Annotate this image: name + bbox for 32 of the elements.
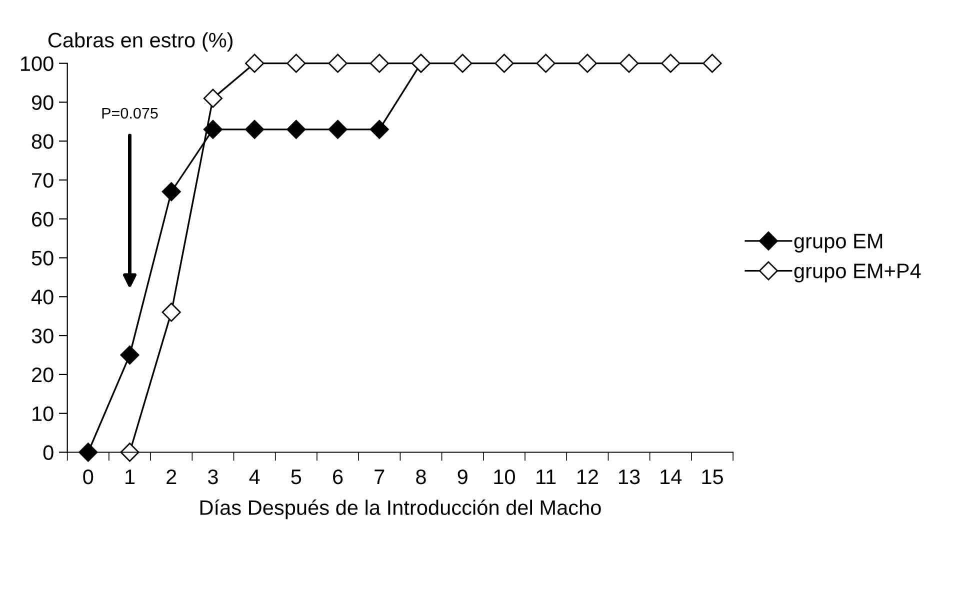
y-axis-title: Cabras en estro (%)	[48, 32, 232, 52]
y-tick-label: 70	[32, 172, 54, 188]
x-tick-label: 1	[126, 470, 135, 484]
x-tick-label: 14	[660, 470, 682, 484]
y-tick-label: 30	[32, 328, 54, 344]
y-tick-label: 40	[31, 290, 54, 304]
y-tick-label: 90	[32, 95, 54, 110]
annotation: P=0.075	[102, 108, 158, 119]
x-tick-label: 0	[83, 469, 94, 484]
x-tick-label: 4	[249, 470, 260, 484]
legend-label: grupo EM	[794, 234, 882, 253]
x-axis-title: Días Después de la Introducción del Macho	[200, 499, 601, 520]
x-tick-label: 8	[416, 469, 426, 484]
x-tick-label: 12	[577, 469, 598, 484]
x-tick-label: 10	[494, 469, 515, 484]
y-tick-label: 80	[32, 134, 54, 149]
y-tick-label: 50	[32, 250, 54, 266]
x-tick-label: 11	[536, 470, 556, 484]
x-tick-label: 13	[619, 469, 640, 484]
x-tick-label: 7	[374, 470, 384, 484]
y-tick-label: 10	[32, 406, 54, 422]
legend-label: grupo EM+P4	[794, 264, 921, 282]
x-tick-label: 15	[702, 470, 723, 484]
y-tick-label: 100	[20, 56, 54, 72]
x-tick-label: 9	[458, 469, 468, 484]
x-tick-label: 6	[333, 469, 343, 484]
x-tick-label: 5	[291, 470, 302, 484]
y-tick-label: 60	[32, 212, 54, 227]
x-tick-label: 3	[208, 469, 218, 484]
y-tick-label: 0	[43, 445, 54, 460]
x-tick-label: 2	[166, 469, 176, 484]
y-tick-label: 20	[32, 367, 54, 382]
